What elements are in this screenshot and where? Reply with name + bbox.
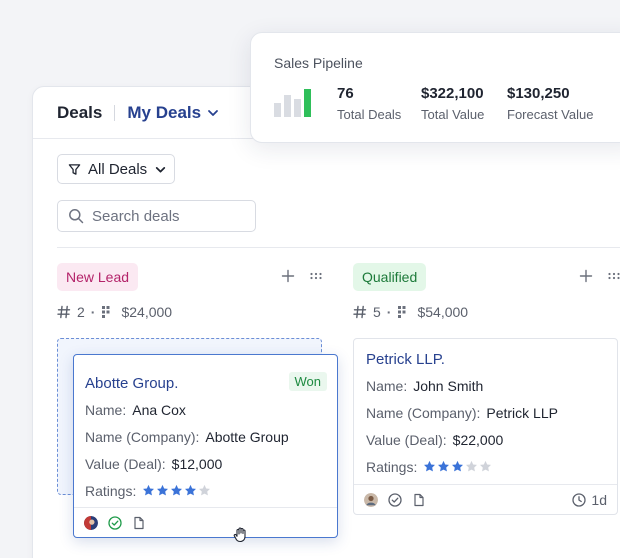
column-amount: $54,000 (417, 304, 469, 320)
metric-value: 76 (337, 85, 354, 102)
meta-separator: · (386, 304, 392, 320)
deal-value-field: Value (Deal): $12,000 (85, 456, 223, 472)
rating-stars (423, 460, 492, 473)
contact-field: Name: Ana Cox (85, 402, 186, 418)
star-icon (199, 484, 211, 496)
filter-label: All Deals (88, 160, 148, 178)
more-icon[interactable] (309, 269, 323, 283)
deals-board: Deals My Deals All Deals New Lead 2 · $2… (32, 86, 620, 558)
search-icon (69, 209, 84, 224)
chevron-down-icon (156, 166, 166, 173)
deal-name-link[interactable]: Petrick LLP. (366, 351, 445, 368)
chevron-down-icon (208, 109, 218, 116)
document-icon[interactable] (412, 493, 426, 507)
metric-label: Total Value (421, 107, 485, 122)
metric-total-deals: 76 Total Deals (337, 85, 401, 122)
kanban-icon (102, 306, 110, 318)
deal-card-abotte[interactable]: Abotte Group. Won Name: Ana Cox Name (Com… (73, 354, 338, 538)
sales-pipeline-card: Sales Pipeline 76 Total Deals $322,100 T… (250, 32, 620, 143)
pipeline-bar (274, 103, 281, 117)
pipeline-bar (294, 99, 301, 117)
pipeline-title: Sales Pipeline (274, 55, 363, 71)
column-meta: 5 · $54,000 (353, 304, 468, 320)
kanban-icon (398, 306, 406, 318)
card-footer: 1d (354, 484, 617, 514)
column-meta: 2 · $24,000 (57, 304, 172, 320)
column-tools (579, 269, 620, 283)
rating-stars (142, 484, 211, 497)
contact-field: Name: John Smith (366, 378, 484, 394)
star-icon (438, 460, 450, 472)
star-icon (157, 484, 169, 496)
clock-icon (572, 492, 587, 507)
metric-total-value: $322,100 Total Value (421, 85, 484, 122)
column-label: New Lead (57, 263, 139, 291)
pipeline-bar (284, 95, 291, 117)
metric-value: $130,250 (507, 85, 570, 102)
header-divider (114, 104, 116, 121)
document-icon[interactable] (132, 516, 146, 530)
avatar[interactable] (84, 515, 98, 530)
star-icon (171, 484, 183, 496)
deal-name-link[interactable]: Abotte Group. (85, 375, 179, 392)
page-title: Deals (57, 102, 103, 122)
ratings-field: Ratings: (85, 483, 211, 499)
star-icon (143, 484, 155, 496)
star-icon (452, 460, 464, 472)
more-icon[interactable] (607, 269, 620, 283)
star-icon (424, 460, 436, 472)
search-box (57, 200, 256, 232)
filter-button[interactable]: All Deals (57, 154, 175, 184)
company-field: Name (Company): Petrick LLP (366, 405, 558, 421)
check-circle-icon[interactable] (388, 492, 402, 507)
metric-forecast-value: $130,250 Forecast Value (507, 85, 593, 122)
grab-cursor-icon (233, 527, 246, 543)
star-icon (480, 460, 492, 472)
column-new-lead: New Lead 2 · $24,000 (57, 263, 327, 327)
pipeline-bar-icon (274, 87, 311, 117)
metric-label: Total Deals (337, 107, 402, 122)
deal-count: 2 (77, 304, 85, 320)
deal-value-field: Value (Deal): $22,000 (366, 432, 504, 448)
view-selector[interactable]: My Deals (127, 103, 219, 123)
metric-value: $322,100 (421, 85, 484, 102)
column-label: Qualified (353, 263, 427, 291)
pipeline-bar (304, 89, 311, 117)
toolbar-divider (57, 247, 620, 248)
deal-age-value: 1d (591, 491, 607, 508)
star-icon (466, 460, 478, 472)
star-icon (185, 484, 197, 496)
deal-count: 5 (373, 304, 381, 320)
meta-separator: · (90, 304, 96, 320)
search-input[interactable] (92, 207, 242, 225)
plus-icon[interactable] (579, 269, 593, 283)
column-amount: $24,000 (121, 304, 173, 320)
plus-icon[interactable] (281, 269, 295, 283)
filter-icon (68, 163, 81, 175)
metric-label: Forecast Value (507, 107, 594, 122)
column-qualified: Qualified 5 · $54,000 (353, 263, 620, 327)
card-footer (74, 507, 337, 537)
column-tools (281, 269, 323, 283)
company-field: Name (Company): Abotte Group (85, 429, 289, 445)
check-circle-icon[interactable] (108, 515, 122, 530)
view-selector-label: My Deals (127, 102, 202, 122)
hash-icon (57, 305, 71, 319)
deal-age: 1d (572, 492, 607, 508)
ratings-field: Ratings: (366, 459, 492, 475)
avatar[interactable] (364, 492, 378, 507)
status-badge: Won (288, 372, 327, 391)
deal-card-petrick[interactable]: Petrick LLP. Name: John Smith Name (Compa… (353, 338, 618, 515)
hash-icon (353, 305, 367, 319)
